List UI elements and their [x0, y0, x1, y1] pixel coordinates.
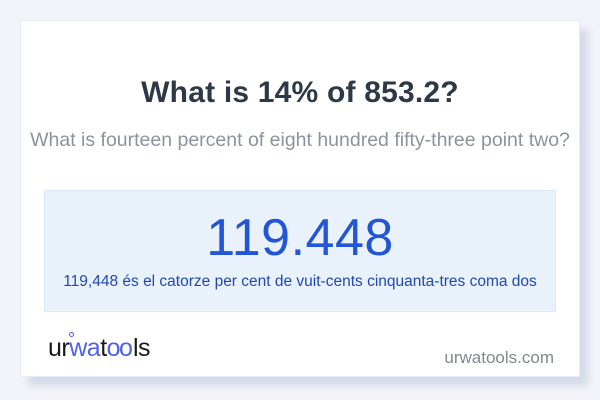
urwatools-logo[interactable]: ur watools: [48, 332, 151, 362]
question-subtitle: What is fourteen percent of eight hundre…: [30, 129, 570, 151]
card-footer: ur watools urwatools.com: [48, 332, 554, 368]
page-title: What is 14% of 853.2?: [141, 76, 459, 109]
logo-ring-icon: [69, 332, 75, 337]
logo-text-wa: wa: [69, 334, 101, 362]
answer-caption: 119,448 és el catorze per cent de vuit-c…: [63, 272, 537, 290]
logo-text-t: t: [100, 334, 107, 362]
logo-text-ls: ls: [132, 334, 151, 362]
logo-text-wa-wrap: wa: [69, 332, 101, 362]
logo-glasses-oo-icon: oo: [106, 334, 133, 362]
answer-value: 119.448: [206, 208, 394, 267]
answer-box: 119.448 119,448 és el catorze per cent d…: [44, 190, 556, 313]
answer-card: What is 14% of 853.2? What is fourteen p…: [20, 20, 580, 377]
logo-text-ur: ur: [48, 334, 70, 362]
site-domain: urwatools.com: [444, 348, 554, 367]
